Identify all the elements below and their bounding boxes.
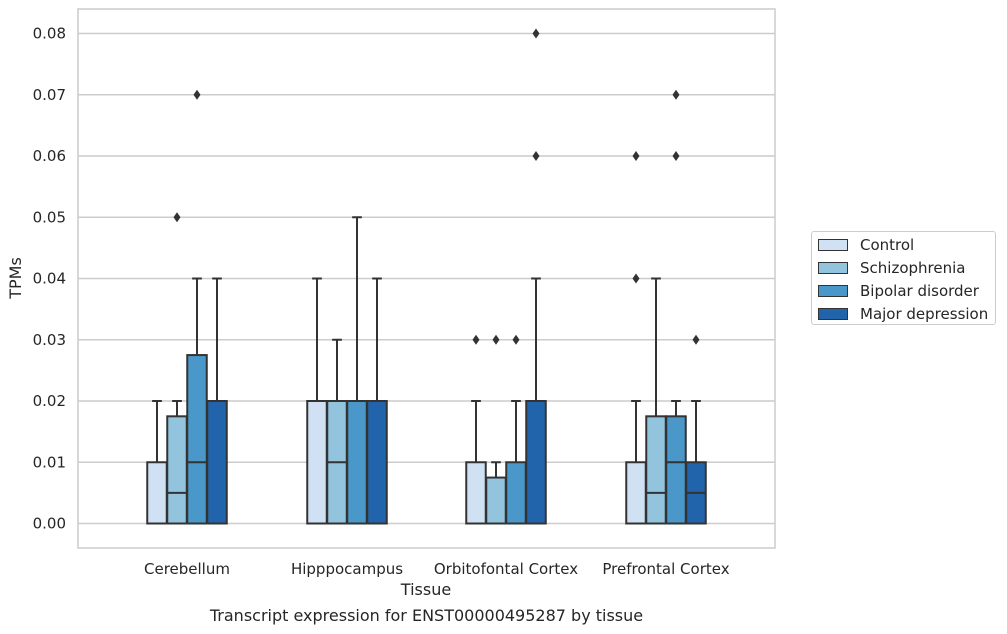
legend-swatch-major-depression [818, 308, 848, 320]
outlier-marker [632, 151, 640, 161]
legend-item-control: Control [818, 235, 914, 255]
y-tick-label: 0.05 [33, 208, 66, 226]
box-bipolar-disorder [346, 216, 368, 525]
x-tick-label: Cerebellum [144, 560, 230, 578]
legend-label-bipolar-disorder: Bipolar disorder [860, 282, 979, 300]
box-control [146, 400, 168, 525]
y-tick-label: 0.07 [33, 86, 66, 104]
outlier-marker [492, 334, 500, 345]
y-tick-label: 0.00 [33, 515, 66, 533]
box-major-depression [685, 334, 707, 525]
box-control [306, 277, 328, 525]
box-major-depression [525, 28, 547, 525]
box-iqr [366, 400, 388, 525]
box-iqr [505, 461, 527, 525]
box-control [625, 151, 647, 525]
box-schizophrenia [485, 334, 507, 525]
figure-caption: Transcript expression for ENST0000049528… [209, 606, 644, 625]
y-tick-label: 0.04 [33, 270, 66, 288]
outlier-marker [632, 273, 640, 284]
legend-item-bipolar-disorder: Bipolar disorder [818, 281, 979, 301]
box-bipolar-disorder [665, 89, 687, 525]
box-bipolar-disorder [186, 89, 208, 525]
y-tick-labels: 0.00 0.01 0.02 0.03 0.04 0.05 0.06 0.07 0.08 [33, 25, 66, 533]
box-iqr [645, 415, 667, 525]
box-iqr [306, 400, 328, 525]
y-tick-label: 0.02 [33, 392, 66, 410]
outlier-marker [672, 89, 680, 100]
x-tick-label: Hipppocampus [291, 560, 403, 578]
legend-label-schizophrenia: Schizophrenia [860, 259, 966, 277]
box-iqr [206, 400, 228, 525]
box-iqr [346, 400, 368, 525]
x-tick-label: Orbitofontal Cortex [434, 560, 578, 578]
box-iqr [665, 415, 687, 525]
box-iqr [166, 415, 188, 525]
legend-swatch-schizophrenia [818, 262, 848, 274]
legend-swatch-bipolar-disorder [818, 285, 848, 297]
outlier-marker [532, 28, 540, 39]
box-iqr [525, 400, 547, 525]
x-tick-label: Prefrontal Cortex [602, 560, 729, 578]
outlier-marker [532, 151, 540, 161]
outlier-marker [692, 334, 700, 345]
legend-item-schizophrenia: Schizophrenia [818, 258, 965, 278]
legend-label-major-depression: Major depression [860, 305, 989, 323]
box-iqr [485, 476, 507, 525]
y-axis-title: TPMs [6, 257, 25, 300]
outlier-marker [472, 334, 480, 345]
legend-item-major-depression: Major depression [818, 304, 988, 324]
box-control [465, 334, 487, 525]
y-tick-label: 0.03 [33, 331, 66, 349]
box-iqr [625, 461, 647, 525]
box-iqr [146, 461, 168, 525]
box-major-depression [366, 277, 388, 525]
box-schizophrenia [326, 338, 348, 525]
outlier-marker [173, 212, 181, 223]
box-schizophrenia [645, 277, 667, 525]
box-schizophrenia [166, 212, 188, 525]
x-axis-title: Tissue [400, 580, 451, 599]
outlier-marker [672, 151, 680, 161]
box-bipolar-disorder [505, 334, 527, 525]
legend-label-control: Control [860, 236, 915, 254]
y-tick-label: 0.08 [33, 25, 66, 43]
box-iqr [186, 354, 208, 525]
legend-swatch-control [818, 239, 848, 251]
outlier-marker [512, 334, 520, 345]
plot-area-frame [77, 8, 776, 549]
boxes [146, 28, 707, 525]
legend: Control Schizophrenia Bipolar disorder M… [811, 231, 996, 325]
y-tick-label: 0.06 [33, 147, 66, 165]
box-iqr [465, 461, 487, 525]
x-tick-labels: Cerebellum Hipppocampus Orbitofontal Corte… [144, 560, 730, 578]
box-major-depression [206, 277, 228, 525]
y-tick-label: 0.01 [33, 453, 66, 471]
outlier-marker [193, 89, 201, 100]
